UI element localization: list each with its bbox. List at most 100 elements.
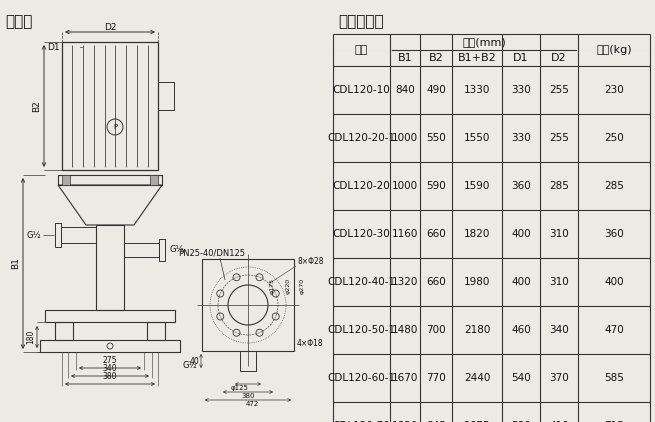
Bar xyxy=(55,322,73,340)
Text: B1+B2: B1+B2 xyxy=(458,53,496,63)
Text: 585: 585 xyxy=(604,373,624,383)
Bar xyxy=(61,227,96,243)
Text: 340: 340 xyxy=(549,325,569,335)
Bar xyxy=(150,175,158,185)
Text: 1590: 1590 xyxy=(464,181,490,191)
Text: 310: 310 xyxy=(549,229,569,239)
Text: 490: 490 xyxy=(426,85,446,95)
Text: 285: 285 xyxy=(549,181,569,191)
Text: 尺寸(mm): 尺寸(mm) xyxy=(462,37,506,47)
Text: G½: G½ xyxy=(182,362,197,371)
Text: D2: D2 xyxy=(552,53,567,63)
Text: 550: 550 xyxy=(426,133,446,143)
Text: 1000: 1000 xyxy=(392,181,418,191)
Text: 40: 40 xyxy=(189,357,199,365)
Text: CDL120-30: CDL120-30 xyxy=(333,229,390,239)
Text: 840: 840 xyxy=(395,85,415,95)
Text: 1830: 1830 xyxy=(392,421,418,422)
Text: 370: 370 xyxy=(549,373,569,383)
Text: 360: 360 xyxy=(604,229,624,239)
Text: 1160: 1160 xyxy=(392,229,418,239)
Text: 540: 540 xyxy=(511,373,531,383)
Text: 590: 590 xyxy=(426,181,446,191)
Bar xyxy=(58,175,162,185)
Text: 2440: 2440 xyxy=(464,373,490,383)
Text: B1: B1 xyxy=(12,257,20,269)
Text: 1000: 1000 xyxy=(392,133,418,143)
Text: 400: 400 xyxy=(511,229,531,239)
Text: 4×Φ18: 4×Φ18 xyxy=(297,339,324,348)
Bar xyxy=(240,351,256,371)
Text: 285: 285 xyxy=(604,181,624,191)
Text: 1330: 1330 xyxy=(464,85,490,95)
Bar xyxy=(202,259,294,351)
Text: 1670: 1670 xyxy=(392,373,418,383)
Text: D1: D1 xyxy=(47,43,60,51)
Text: 330: 330 xyxy=(511,133,531,143)
Text: 400: 400 xyxy=(604,277,624,287)
Text: CDL120-40-1: CDL120-40-1 xyxy=(328,277,396,287)
Text: D1: D1 xyxy=(514,53,529,63)
Text: PN25-40/DN125: PN25-40/DN125 xyxy=(178,249,245,258)
Text: CDL120-50-1: CDL120-50-1 xyxy=(328,325,396,335)
Text: CDL120-10: CDL120-10 xyxy=(333,85,390,95)
Text: 2675: 2675 xyxy=(464,421,490,422)
Text: 472: 472 xyxy=(246,401,259,407)
Text: 尺寸和重量: 尺寸和重量 xyxy=(338,14,384,29)
Text: G½: G½ xyxy=(169,246,183,254)
Bar xyxy=(159,239,165,261)
Text: 700: 700 xyxy=(426,325,446,335)
Bar xyxy=(40,340,180,352)
Text: P: P xyxy=(113,124,117,130)
Text: CDL120-20-1: CDL120-20-1 xyxy=(328,133,396,143)
Text: G½: G½ xyxy=(26,230,41,240)
Text: 380: 380 xyxy=(241,393,255,399)
Text: CDL120-60-1: CDL120-60-1 xyxy=(328,373,396,383)
Text: 1320: 1320 xyxy=(392,277,418,287)
Text: 845: 845 xyxy=(426,421,446,422)
Bar xyxy=(62,42,158,170)
Text: 410: 410 xyxy=(549,421,569,422)
Text: 660: 660 xyxy=(426,229,446,239)
Text: CDL120-70: CDL120-70 xyxy=(333,421,390,422)
Text: 180: 180 xyxy=(26,330,35,344)
Bar xyxy=(147,322,165,340)
Text: 380: 380 xyxy=(103,372,117,381)
Text: 230: 230 xyxy=(604,85,624,95)
Text: 340: 340 xyxy=(103,364,117,373)
Text: CDL120-20: CDL120-20 xyxy=(333,181,390,191)
Text: 460: 460 xyxy=(511,325,531,335)
Text: φ270: φ270 xyxy=(300,278,305,294)
Text: 250: 250 xyxy=(604,133,624,143)
Text: 1480: 1480 xyxy=(392,325,418,335)
Text: 330: 330 xyxy=(511,85,531,95)
Text: 580: 580 xyxy=(511,421,531,422)
Text: 2180: 2180 xyxy=(464,325,490,335)
Text: 1550: 1550 xyxy=(464,133,490,143)
Bar xyxy=(96,225,124,310)
Text: 470: 470 xyxy=(604,325,624,335)
Text: φ125: φ125 xyxy=(231,385,249,391)
Text: 275: 275 xyxy=(103,356,117,365)
Text: 重量(kg): 重量(kg) xyxy=(596,45,632,55)
Text: 770: 770 xyxy=(426,373,446,383)
Bar xyxy=(55,223,61,247)
Text: 8×Φ28: 8×Φ28 xyxy=(297,257,324,266)
Bar xyxy=(45,310,175,322)
Text: 1820: 1820 xyxy=(464,229,490,239)
Bar xyxy=(62,175,70,185)
Text: 安装图: 安装图 xyxy=(5,14,32,29)
Text: B2: B2 xyxy=(428,53,443,63)
Bar xyxy=(124,243,159,257)
Text: φ220: φ220 xyxy=(286,278,291,294)
Text: B2: B2 xyxy=(33,100,41,112)
Text: 310: 310 xyxy=(549,277,569,287)
Text: 400: 400 xyxy=(511,277,531,287)
Text: 1980: 1980 xyxy=(464,277,490,287)
Text: 360: 360 xyxy=(511,181,531,191)
Text: 255: 255 xyxy=(549,85,569,95)
Text: 255: 255 xyxy=(549,133,569,143)
Text: D2: D2 xyxy=(103,22,116,32)
Text: B1: B1 xyxy=(398,53,412,63)
Text: 660: 660 xyxy=(426,277,446,287)
